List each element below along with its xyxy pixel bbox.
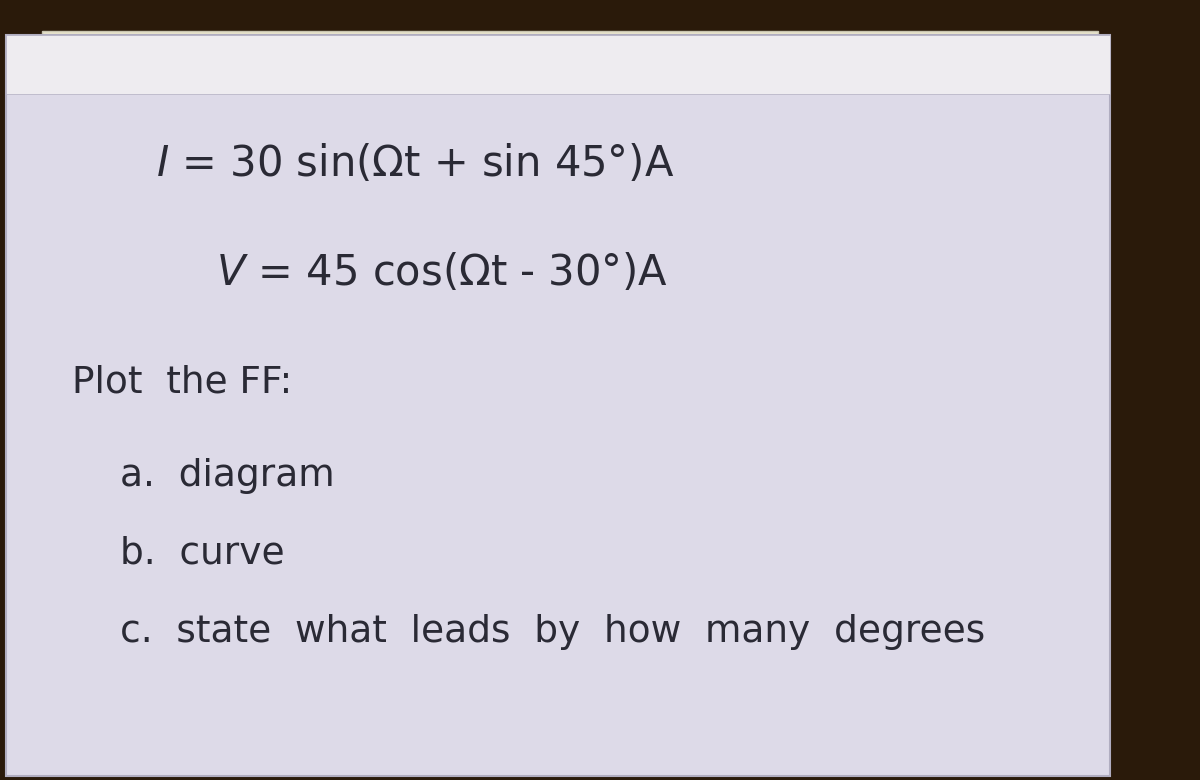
FancyBboxPatch shape [42, 31, 1098, 757]
Text: $\mathit{I}$ = 30 sin($\Omega$t + sin 45°)A: $\mathit{I}$ = 30 sin($\Omega$t + sin 45… [156, 143, 674, 185]
FancyBboxPatch shape [6, 35, 1110, 776]
Text: c.  state  what  leads  by  how  many  degrees: c. state what leads by how many degrees [120, 614, 985, 650]
FancyBboxPatch shape [6, 35, 1110, 94]
Text: b.  curve: b. curve [120, 536, 284, 572]
Text: a.  diagram: a. diagram [120, 458, 335, 494]
Text: Plot  the FF:: Plot the FF: [72, 364, 293, 400]
Text: $\mathit{V}$ = 45 cos($\Omega$t - 30°)A: $\mathit{V}$ = 45 cos($\Omega$t - 30°)A [216, 252, 668, 294]
